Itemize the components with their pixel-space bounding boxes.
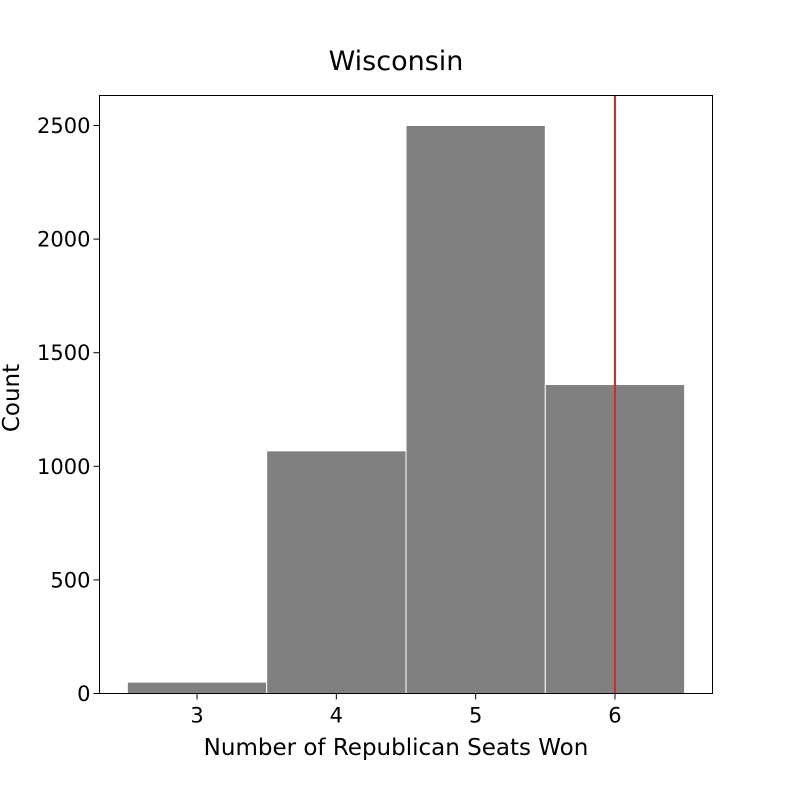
plot-frame — [99, 95, 713, 694]
y-tick-label: 0 — [77, 682, 90, 706]
chart-title: Wisconsin — [329, 46, 464, 77]
x-tick-label: 6 — [608, 704, 621, 728]
y-axis-label: Count — [0, 364, 25, 432]
y-tick-label: 1000 — [37, 455, 90, 479]
x-tick-label: 5 — [469, 704, 482, 728]
histogram-bar — [126, 681, 268, 695]
bars-layer — [126, 124, 686, 695]
histogram-bar — [405, 124, 546, 694]
x-axis-label: Number of Republican Seats Won — [204, 735, 589, 761]
y-tick-label: 1500 — [37, 341, 90, 365]
x-tick-label: 3 — [190, 704, 203, 728]
x-axis-ticks: 3 4 5 6 — [190, 693, 622, 728]
y-tick-label: 2000 — [37, 228, 90, 252]
y-axis-ticks: 0 500 1000 1500 2000 2500 — [37, 114, 100, 706]
x-tick-label: 4 — [330, 704, 343, 728]
y-tick-label: 2500 — [37, 114, 90, 138]
y-tick-label: 500 — [50, 568, 90, 592]
histogram-bar — [266, 450, 407, 694]
